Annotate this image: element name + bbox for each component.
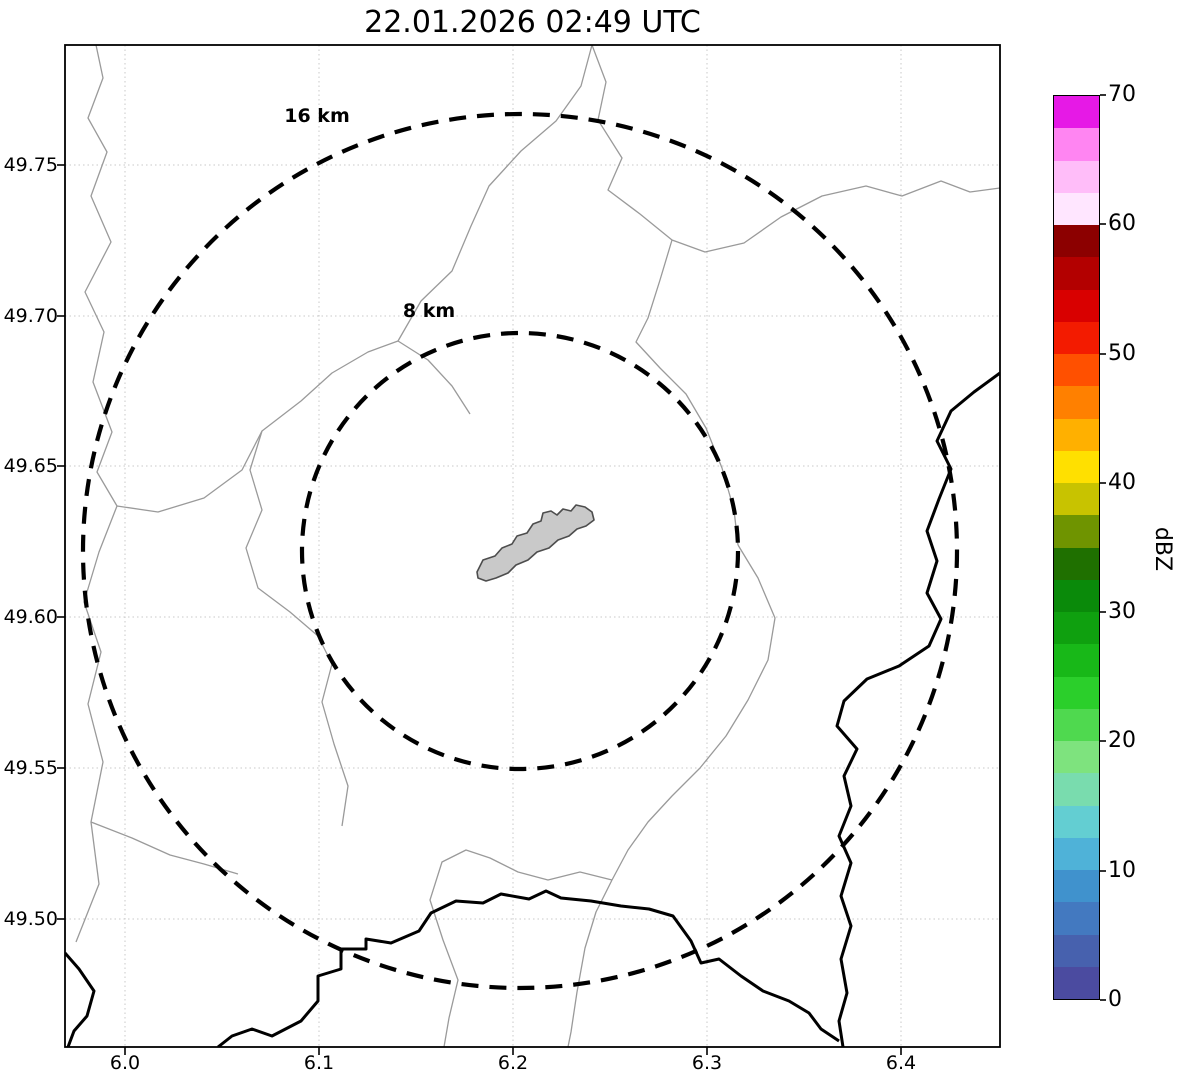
colorbar-segment <box>1054 837 1099 870</box>
colorbar-segment <box>1054 257 1099 290</box>
colorbar-segment <box>1054 934 1099 967</box>
colorbar-segment <box>1054 515 1099 548</box>
colorbar-segment <box>1054 192 1099 225</box>
admin-boundaries <box>75 45 1000 1047</box>
range-ring-8km <box>299 330 741 772</box>
axis-tick-marks <box>57 164 902 1055</box>
colorbar-tick-label: 30 <box>1108 599 1136 624</box>
gridlines <box>65 45 1000 1047</box>
colorbar-tick-label: 10 <box>1108 858 1136 883</box>
colorbar-segment <box>1054 902 1099 935</box>
x-tick-label: 6.0 <box>109 1052 141 1074</box>
y-tick-label: 49.75 <box>3 154 58 176</box>
colorbar-segment <box>1054 128 1099 161</box>
colorbar-segment <box>1054 386 1099 419</box>
colorbar-axis-label: dBZ <box>1150 526 1175 572</box>
colorbar-segment <box>1054 547 1099 580</box>
y-tick-label: 49.65 <box>3 455 58 477</box>
x-tick-label: 6.1 <box>303 1052 335 1074</box>
y-tick-label: 49.55 <box>3 757 58 779</box>
plot-frame <box>64 44 1001 1048</box>
x-tick-label: 6.2 <box>497 1052 529 1074</box>
colorbar-tick-label: 70 <box>1108 82 1136 107</box>
range-ring-16km <box>80 111 960 991</box>
colorbar-tick-label: 40 <box>1108 470 1136 495</box>
colorbar-segment <box>1054 741 1099 774</box>
colorbar-segment <box>1054 225 1099 258</box>
colorbar-segment <box>1054 450 1099 483</box>
x-tick-label: 6.4 <box>885 1052 917 1074</box>
colorbar-segment <box>1054 483 1099 516</box>
city-boundary-polygon <box>476 504 595 582</box>
colorbar-tick-label: 60 <box>1108 211 1136 236</box>
range-ring-label-16km: 16 km <box>284 105 350 127</box>
x-tick-label: 6.3 <box>691 1052 723 1074</box>
colorbar-tick-label: 50 <box>1108 341 1136 366</box>
colorbar-segment <box>1054 354 1099 387</box>
colorbar-segment <box>1054 418 1099 451</box>
colorbar-segment <box>1054 773 1099 806</box>
colorbar-segment <box>1054 579 1099 612</box>
colorbar-segment <box>1054 966 1099 999</box>
colorbar-segment <box>1054 321 1099 354</box>
colorbar-segment <box>1054 805 1099 838</box>
figure-title: 22.01.2026 02:49 UTC <box>364 5 701 40</box>
border-south <box>217 889 840 1047</box>
colorbar-segment <box>1054 160 1099 193</box>
colorbar-segment <box>1054 612 1099 645</box>
colorbar-gradient <box>1053 95 1100 1000</box>
y-tick-label: 49.50 <box>3 908 58 930</box>
colorbar-segment <box>1054 870 1099 903</box>
y-tick-label: 49.70 <box>3 305 58 327</box>
colorbar-segment <box>1054 644 1099 677</box>
colorbar-segment <box>1054 708 1099 741</box>
colorbar-tick-label: 0 <box>1108 987 1122 1012</box>
border-southwest-corner <box>65 952 96 1047</box>
colorbar-tick-marks <box>1100 94 1106 1001</box>
colorbar-tick-label: 20 <box>1108 728 1136 753</box>
colorbar-segment <box>1054 676 1099 709</box>
y-tick-label: 49.60 <box>3 606 58 628</box>
colorbar-segment <box>1054 96 1099 129</box>
range-ring-label-8km: 8 km <box>402 300 456 322</box>
colorbar-segment <box>1054 289 1099 322</box>
